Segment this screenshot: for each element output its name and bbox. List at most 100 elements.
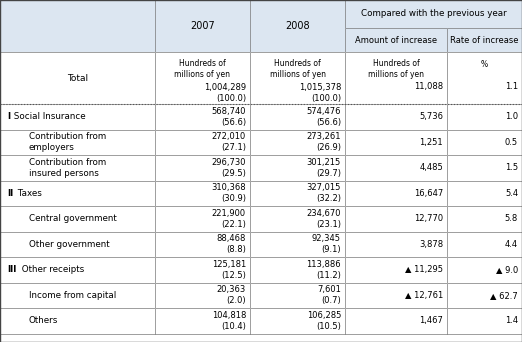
Bar <box>155 257 250 282</box>
Bar <box>447 181 522 206</box>
Bar <box>447 282 522 308</box>
Bar <box>250 104 345 130</box>
Bar <box>447 104 522 130</box>
Text: 113,886
(11.2): 113,886 (11.2) <box>306 260 341 280</box>
Bar <box>345 155 447 181</box>
Text: 273,261
(26.9): 273,261 (26.9) <box>306 132 341 152</box>
Bar <box>155 308 250 333</box>
Text: Income from capital: Income from capital <box>29 291 116 300</box>
Text: II: II <box>7 189 13 198</box>
Bar <box>155 206 250 232</box>
Bar <box>155 308 250 333</box>
Text: 0.5: 0.5 <box>505 138 518 147</box>
Text: 5,736: 5,736 <box>419 112 443 121</box>
Text: Total: Total <box>67 74 88 82</box>
Text: 1.5: 1.5 <box>505 163 518 172</box>
Bar <box>250 206 345 232</box>
Text: Social Insurance: Social Insurance <box>11 112 86 121</box>
Bar <box>0 130 155 155</box>
Bar <box>447 155 522 181</box>
Bar <box>447 232 522 257</box>
Bar <box>250 232 345 257</box>
Bar <box>0 0 155 52</box>
Text: 574,476
(56.6): 574,476 (56.6) <box>306 107 341 127</box>
Text: 1,251: 1,251 <box>419 138 443 147</box>
Bar <box>0 308 155 333</box>
Bar <box>250 282 345 308</box>
Bar <box>345 308 447 333</box>
Bar <box>155 130 250 155</box>
Bar <box>250 104 345 130</box>
Bar <box>447 28 522 52</box>
Bar <box>250 257 345 282</box>
Bar <box>345 206 447 232</box>
Text: Other receipts: Other receipts <box>19 265 85 274</box>
Text: 1,015,378
(100.0): 1,015,378 (100.0) <box>299 82 341 103</box>
Text: Hundreds of
millions of yen: Hundreds of millions of yen <box>368 58 424 79</box>
Text: 3,878: 3,878 <box>419 240 443 249</box>
Bar <box>345 181 447 206</box>
Bar <box>447 52 522 104</box>
Text: 296,730
(29.5): 296,730 (29.5) <box>211 158 246 177</box>
Bar <box>0 52 155 104</box>
Text: 7,601
(0.7): 7,601 (0.7) <box>317 285 341 305</box>
Text: Amount of increase: Amount of increase <box>355 36 437 44</box>
Bar <box>447 232 522 257</box>
Bar <box>250 130 345 155</box>
Bar <box>447 308 522 333</box>
Text: Taxes: Taxes <box>15 189 42 198</box>
Text: 5.4: 5.4 <box>505 189 518 198</box>
Text: 4,485: 4,485 <box>419 163 443 172</box>
Bar <box>447 257 522 282</box>
Bar <box>155 257 250 282</box>
Bar <box>0 257 155 282</box>
Bar <box>155 181 250 206</box>
Bar <box>447 130 522 155</box>
Text: ▲ 11,295: ▲ 11,295 <box>405 265 443 274</box>
Bar <box>345 104 447 130</box>
Bar <box>0 257 155 282</box>
Bar <box>0 308 155 333</box>
Bar <box>250 181 345 206</box>
Bar <box>250 308 345 333</box>
Bar <box>0 104 155 130</box>
Text: 16,647: 16,647 <box>414 189 443 198</box>
Bar <box>447 155 522 181</box>
Bar <box>250 52 345 104</box>
Bar <box>155 232 250 257</box>
Bar <box>345 0 522 28</box>
Bar <box>447 52 522 104</box>
Bar <box>155 206 250 232</box>
Bar <box>155 0 250 52</box>
Text: Hundreds of
millions of yen: Hundreds of millions of yen <box>174 58 231 79</box>
Text: %: % <box>481 60 488 69</box>
Bar <box>345 0 522 28</box>
Text: Others: Others <box>29 316 58 325</box>
Bar <box>155 155 250 181</box>
Bar <box>250 155 345 181</box>
Bar <box>155 155 250 181</box>
Bar <box>345 282 447 308</box>
Bar <box>345 130 447 155</box>
Bar <box>250 206 345 232</box>
Bar <box>250 155 345 181</box>
Bar <box>0 181 155 206</box>
Bar <box>155 282 250 308</box>
Text: 2008: 2008 <box>285 21 310 31</box>
Bar <box>250 130 345 155</box>
Bar <box>0 130 155 155</box>
Text: 1.4: 1.4 <box>505 316 518 325</box>
Bar <box>345 232 447 257</box>
Text: Compared with the previous year: Compared with the previous year <box>361 10 506 18</box>
Bar <box>447 282 522 308</box>
Bar <box>0 232 155 257</box>
Bar <box>155 52 250 104</box>
Text: 1,004,289
(100.0): 1,004,289 (100.0) <box>204 82 246 103</box>
Bar <box>345 104 447 130</box>
Bar <box>447 206 522 232</box>
Text: I: I <box>7 112 10 121</box>
Text: 12,770: 12,770 <box>414 214 443 223</box>
Bar <box>250 0 345 52</box>
Text: 5.8: 5.8 <box>505 214 518 223</box>
Bar <box>345 28 447 52</box>
